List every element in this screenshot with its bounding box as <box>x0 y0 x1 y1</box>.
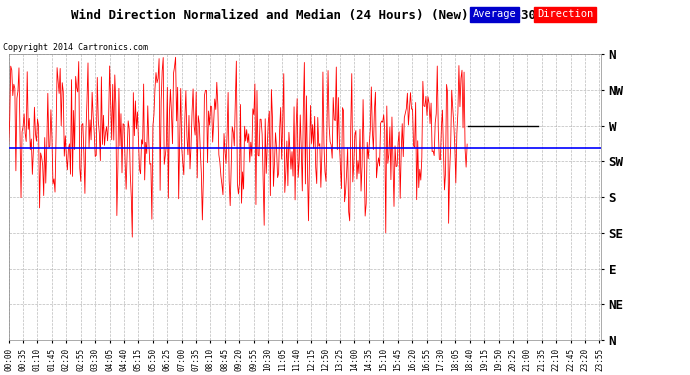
Text: Average: Average <box>473 9 516 20</box>
Text: Wind Direction Normalized and Median (24 Hours) (New) 20140830: Wind Direction Normalized and Median (24… <box>71 9 536 22</box>
Text: Copyright 2014 Cartronics.com: Copyright 2014 Cartronics.com <box>3 43 148 52</box>
Text: Direction: Direction <box>537 9 593 20</box>
